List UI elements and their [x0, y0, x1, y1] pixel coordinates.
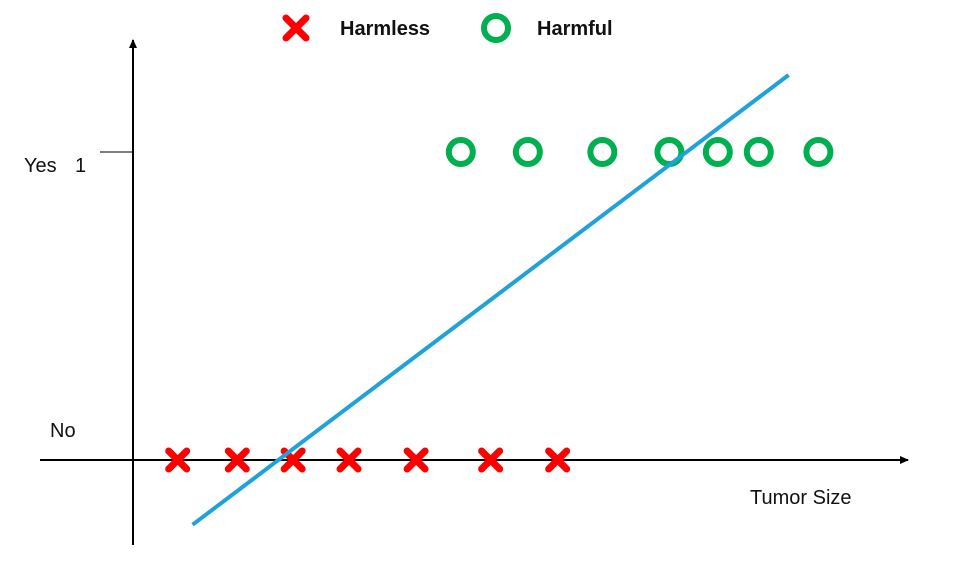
legend-harmless-label: Harmless	[340, 18, 430, 40]
harmless-point-6	[478, 447, 504, 473]
legend: Harmless Harmful	[282, 13, 613, 43]
harmful-point-7	[803, 137, 834, 167]
y-tick-label-no: No	[50, 420, 76, 442]
harmless-point-2	[224, 447, 250, 473]
harmless-point-5	[403, 447, 429, 473]
harmless-point-1	[165, 447, 191, 473]
harmless-point-7	[545, 447, 571, 473]
harmful-point-1	[445, 137, 476, 167]
y-tick-label-yes: Yes	[24, 155, 57, 177]
legend-harmless-marker	[282, 14, 310, 42]
x-axis-label: Tumor Size	[750, 487, 852, 509]
y-tick-label-1: 1	[75, 155, 86, 177]
chart-marks	[165, 73, 834, 527]
legend-harmful-marker	[481, 13, 511, 43]
harmful-point-5	[702, 137, 733, 167]
harmful-point-6	[743, 137, 774, 167]
fit-line	[191, 73, 790, 527]
harmless-point-4	[336, 447, 362, 473]
harmful-point-3	[587, 137, 618, 167]
harmful-point-2	[512, 137, 543, 167]
legend-harmful-label: Harmful	[537, 18, 613, 40]
